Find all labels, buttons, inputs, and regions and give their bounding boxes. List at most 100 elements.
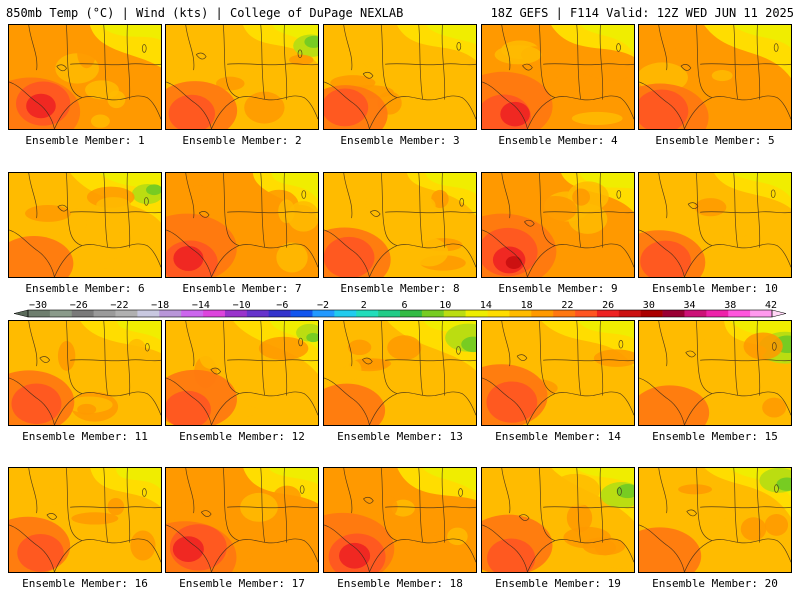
temperature-field-map (9, 173, 161, 277)
ensemble-member-caption: Ensemble Member: 15 (638, 430, 792, 443)
colorbar-tick-label: −6 (276, 300, 288, 311)
map-title: 850mb Temp (°C) | Wind (kts) | College o… (6, 6, 404, 20)
colorbar-tick-label: 2 (361, 300, 367, 311)
colorbar-tick-label: −22 (110, 300, 128, 311)
colorbar-swatch (268, 310, 291, 317)
ensemble-member-caption: Ensemble Member: 18 (323, 577, 477, 590)
ensemble-map-panel (481, 467, 635, 573)
ensemble-member-caption: Ensemble Member: 14 (481, 430, 635, 443)
colorbar-tick-label: 22 (561, 300, 573, 311)
ensemble-map-panel (481, 172, 635, 278)
colorbar-swatch (356, 310, 379, 317)
colorbar-swatch (728, 310, 751, 317)
colorbar-swatch (596, 310, 620, 317)
temperature-field-map (324, 25, 476, 129)
caption-prefix: Ensemble Member: (25, 282, 138, 295)
caption-prefix: Ensemble Member: (22, 430, 135, 443)
temperature-field-map (482, 468, 634, 572)
colorbar-swatch (290, 310, 313, 317)
ensemble-member-caption: Ensemble Member: 1 (8, 134, 162, 147)
colorbar-swatch (159, 310, 182, 317)
temperature-field-map (324, 468, 476, 572)
colorbar-swatch (443, 310, 466, 317)
ensemble-map-panel (638, 320, 792, 426)
temperature-field-map (324, 173, 476, 277)
temperature-field-map (482, 321, 634, 425)
member-number: 4 (610, 134, 618, 147)
colorbar-tick-label: 26 (602, 300, 614, 311)
colorbar-tick-label: 14 (480, 300, 492, 311)
colorbar-tick-label: −10 (233, 300, 251, 311)
member-number: 18 (449, 577, 463, 590)
member-number: 1 (137, 134, 145, 147)
caption-prefix: Ensemble Member: (340, 282, 453, 295)
caption-prefix: Ensemble Member: (179, 577, 292, 590)
member-number: 20 (764, 577, 778, 590)
ensemble-map-panel (323, 320, 477, 426)
member-number: 12 (291, 430, 305, 443)
ensemble-map-panel (165, 467, 319, 573)
ensemble-map-panel (165, 172, 319, 278)
temperature-field-map (324, 321, 476, 425)
ensemble-map-panel (8, 172, 162, 278)
ensemble-member-caption: Ensemble Member: 10 (638, 282, 792, 295)
colorbar-tick-label: −18 (151, 300, 169, 311)
temperature-field-map (166, 321, 318, 425)
member-number: 11 (134, 430, 148, 443)
ensemble-map-panel (481, 24, 635, 130)
member-number: 6 (137, 282, 145, 295)
ensemble-map-panel (8, 320, 162, 426)
ensemble-map-panel (323, 172, 477, 278)
colorbar-swatch (706, 310, 729, 317)
colorbar-tick-label: 38 (724, 300, 736, 311)
colorbar-swatch (71, 310, 94, 317)
member-number: 10 (764, 282, 778, 295)
caption-prefix: Ensemble Member: (498, 134, 611, 147)
member-number: 3 (452, 134, 460, 147)
colorbar-swatch (93, 310, 116, 317)
member-number: 5 (767, 134, 775, 147)
colorbar-swatch (750, 310, 773, 317)
colorbar-swatch (421, 310, 445, 317)
caption-prefix: Ensemble Member: (652, 430, 765, 443)
member-number: 7 (294, 282, 302, 295)
caption-prefix: Ensemble Member: (655, 134, 768, 147)
colorbar-swatch (378, 310, 401, 317)
ensemble-map-panel (165, 24, 319, 130)
temperature-field-map (9, 321, 161, 425)
ensemble-member-caption: Ensemble Member: 17 (165, 577, 319, 590)
temperature-field-map (482, 173, 634, 277)
colorbar-swatch (531, 310, 554, 317)
colorbar-swatch (137, 310, 160, 317)
colorbar-swatch (553, 310, 576, 317)
colorbar-tick-label: 6 (401, 300, 407, 311)
caption-prefix: Ensemble Member: (495, 430, 608, 443)
colorbar-tick-label: −14 (192, 300, 210, 311)
member-number: 9 (610, 282, 618, 295)
caption-prefix: Ensemble Member: (652, 577, 765, 590)
temperature-field-map (482, 25, 634, 129)
caption-prefix: Ensemble Member: (22, 577, 135, 590)
ensemble-map-panel (8, 24, 162, 130)
ensemble-member-caption: Ensemble Member: 16 (8, 577, 162, 590)
ensemble-map-panel (638, 172, 792, 278)
ensemble-member-caption: Ensemble Member: 9 (481, 282, 635, 295)
ensemble-member-caption: Ensemble Member: 3 (323, 134, 477, 147)
model-run-info: 18Z GEFS | F114 Valid: 12Z WED JUN 11 20… (490, 6, 794, 20)
member-number: 14 (607, 430, 621, 443)
ensemble-map-panel (638, 24, 792, 130)
temperature-field-map (639, 321, 791, 425)
ensemble-member-caption: Ensemble Member: 7 (165, 282, 319, 295)
caption-prefix: Ensemble Member: (337, 577, 450, 590)
temperature-field-map (166, 173, 318, 277)
member-number: 17 (291, 577, 305, 590)
ensemble-member-caption: Ensemble Member: 19 (481, 577, 635, 590)
ensemble-map-panel (8, 467, 162, 573)
temperature-field-map (639, 468, 791, 572)
caption-prefix: Ensemble Member: (340, 134, 453, 147)
caption-prefix: Ensemble Member: (495, 577, 608, 590)
temperature-field-map (166, 468, 318, 572)
temperature-colorbar: −30 −26 −22 −18 −14 −10 −6 −2 2 6 10 14 18 22 26 30 34 38… (13, 300, 787, 318)
member-number: 19 (607, 577, 621, 590)
colorbar-swatch (684, 310, 707, 317)
